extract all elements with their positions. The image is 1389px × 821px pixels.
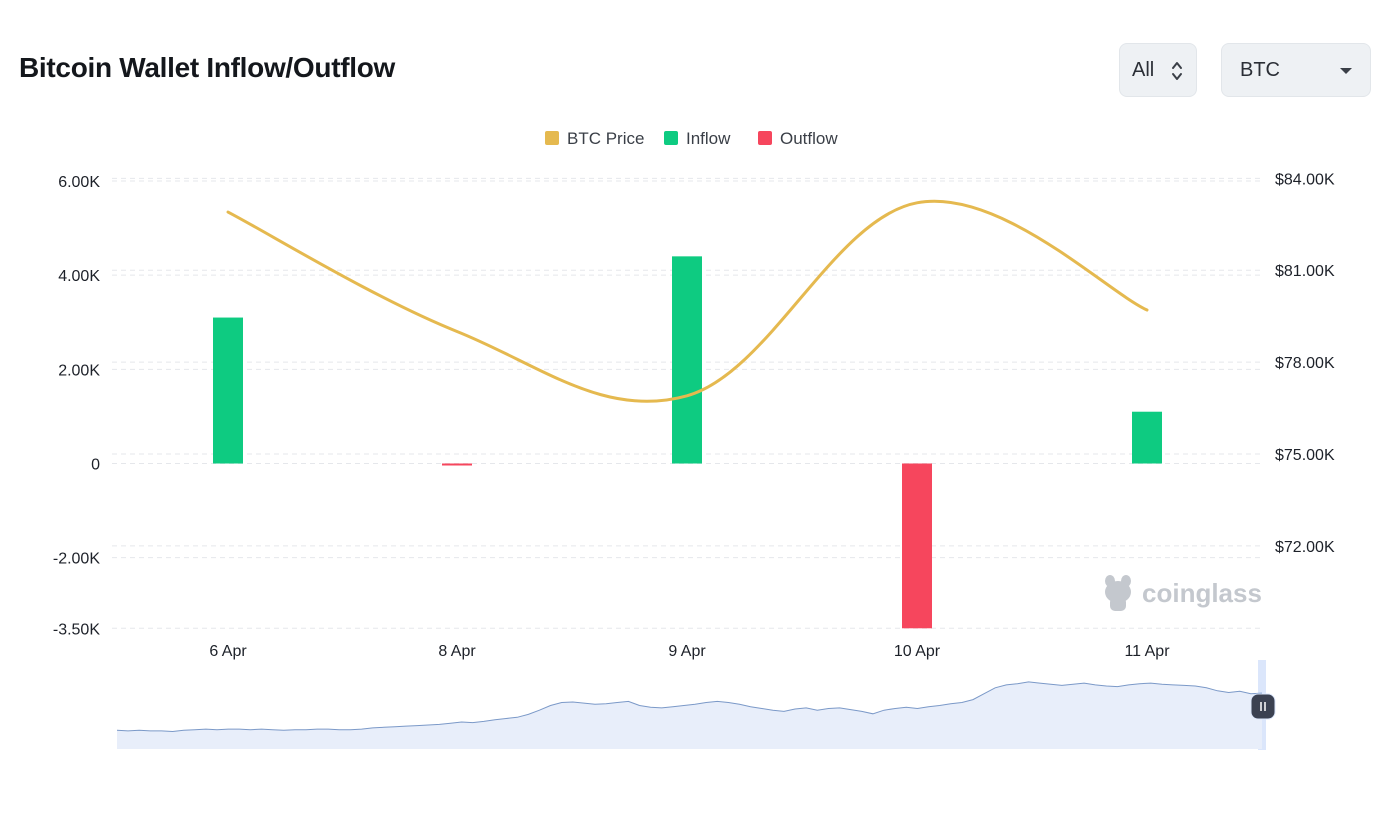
left-axis-tick-label: 2.00K <box>58 362 100 379</box>
legend-swatch <box>664 131 678 145</box>
navigator-handle-body[interactable] <box>1250 693 1276 720</box>
chevron-down-icon <box>1340 68 1352 74</box>
x-axis-tick-label: 8 Apr <box>438 643 476 660</box>
inflow-bar[interactable] <box>672 256 702 464</box>
navigator-area <box>117 681 1262 749</box>
axis-labels: 6.00K 4.00K 2.00K 0 -2.00K -3.50K $84.00K $81.0… <box>53 171 1335 660</box>
navigator-line <box>116 681 1263 733</box>
legend-label: Outflow <box>780 129 838 148</box>
legend-inflow[interactable]: Inflow <box>664 129 731 148</box>
watermark-text: coinglass <box>1142 578 1262 608</box>
coin-select[interactable]: BTC <box>1221 43 1371 97</box>
left-axis-tick-label: 4.00K <box>58 268 100 285</box>
legend-outflow[interactable]: Outflow <box>758 129 838 148</box>
legend-swatch <box>545 131 559 145</box>
outflow-bar[interactable] <box>902 463 932 629</box>
right-axis-tick-label: $78.00K <box>1275 355 1335 372</box>
left-axis-tick-label: 0 <box>91 457 100 474</box>
legend-btc-price[interactable]: BTC Price <box>545 129 644 148</box>
x-axis-tick-label: 10 Apr <box>894 643 941 660</box>
updown-chevron-icon <box>1172 62 1182 80</box>
bar-series <box>213 256 1162 629</box>
right-axis-tick-label: $72.00K <box>1275 539 1335 556</box>
x-axis-tick-label: 11 Apr <box>1124 643 1170 660</box>
coin-select-value: BTC <box>1240 58 1280 81</box>
outflow-bar[interactable] <box>442 463 472 466</box>
left-axis-tick-label: -3.50K <box>53 621 100 638</box>
inflow-bar[interactable] <box>1132 411 1162 464</box>
btc-price-line[interactable] <box>226 199 1149 403</box>
page-title: Bitcoin Wallet Inflow/Outflow <box>19 52 395 83</box>
grid-lines <box>112 177 1262 629</box>
right-axis-tick-label: $84.00K <box>1275 171 1335 188</box>
coinglass-watermark: coinglass <box>1105 575 1262 611</box>
legend-label: BTC Price <box>567 129 644 148</box>
coinglass-logo-icon <box>1105 575 1131 611</box>
right-axis-tick-label: $75.00K <box>1275 447 1335 464</box>
right-axis-tick-label: $81.00K <box>1275 263 1335 280</box>
legend-label: Inflow <box>686 129 731 148</box>
left-axis-tick-label: 6.00K <box>58 174 100 191</box>
price-line-series <box>226 199 1149 403</box>
range-select[interactable]: All <box>1119 43 1197 97</box>
navigator-handle[interactable] <box>1250 693 1276 720</box>
chart-legend: BTC Price Inflow Outflow <box>545 129 838 148</box>
left-axis-tick-label: -2.00K <box>53 551 100 568</box>
x-axis-tick-label: 6 Apr <box>209 643 247 660</box>
legend-swatch <box>758 131 772 145</box>
range-select-value: All <box>1132 58 1155 81</box>
range-navigator[interactable] <box>116 660 1276 750</box>
x-axis-tick-label: 9 Apr <box>668 643 706 660</box>
inflow-bar[interactable] <box>213 317 243 464</box>
